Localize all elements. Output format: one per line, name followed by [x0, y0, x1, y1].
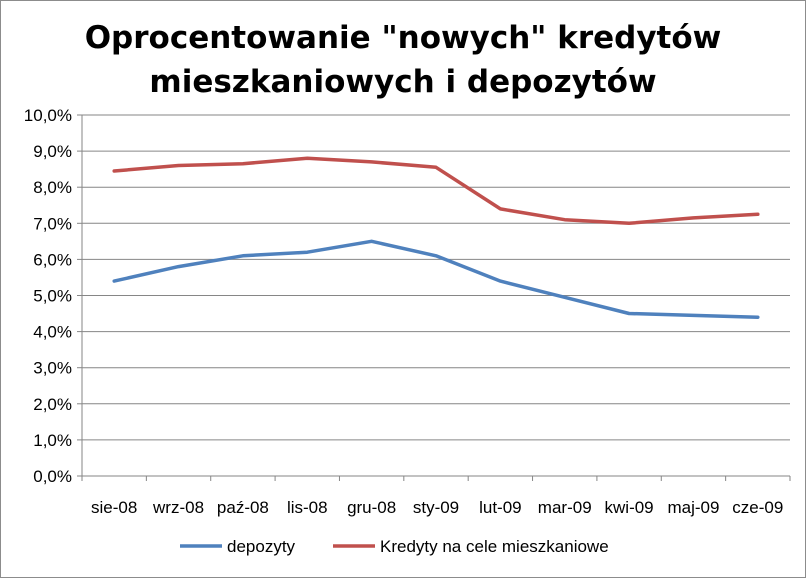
legend: depozyty Kredyty na cele mieszkaniowe	[180, 537, 609, 556]
y-tick-label: 1,0%	[33, 431, 72, 450]
x-tick-label: mar-09	[538, 498, 592, 517]
y-tick-label: 10,0%	[24, 106, 72, 125]
x-tick-label: maj-09	[667, 498, 719, 517]
series-line-1	[112, 239, 760, 319]
y-tick-label: 6,0%	[33, 250, 72, 269]
x-axis-tick-labels: sie-08 wrz-08 paź-08 lis-08 gru-08 sty-09 lut-…	[91, 498, 783, 517]
chart-title-line-2: mieszkaniowych i depozytów	[149, 64, 657, 100]
y-tick-label: 4,0%	[33, 323, 72, 342]
x-tick-label: sie-08	[91, 498, 137, 517]
legend-label: depozyty	[227, 537, 296, 556]
x-tick-label: cze-09	[732, 498, 783, 517]
x-tick-label: gru-08	[347, 498, 396, 517]
x-tick-label: paź-08	[217, 498, 269, 517]
y-axis-tick-labels: 0,0% 1,0% 2,0% 3,0% 4,0% 5,0% 6,0% 7,0% 8,0% 9,0%…	[24, 106, 72, 486]
y-tick-label: 3,0%	[33, 359, 72, 378]
y-tick-label: 8,0%	[33, 178, 72, 197]
axes	[77, 114, 791, 481]
x-tick-label: wrz-08	[152, 498, 204, 517]
y-tick-label: 7,0%	[33, 214, 72, 233]
y-tick-label: 5,0%	[33, 287, 72, 306]
gridlines	[82, 114, 790, 441]
x-tick-label: kwi-09	[605, 498, 654, 517]
series-line-2	[112, 156, 760, 226]
series-lines	[112, 156, 760, 319]
chart-title-line-1: Oprocentowanie "nowych" kredytów	[84, 20, 722, 56]
x-tick-label: lis-08	[287, 498, 328, 517]
x-tick-label: lut-09	[479, 498, 522, 517]
y-tick-label: 9,0%	[33, 142, 72, 161]
y-tick-label: 0,0%	[33, 467, 72, 486]
y-tick-label: 2,0%	[33, 395, 72, 414]
legend-label: Kredyty na cele mieszkaniowe	[380, 537, 609, 556]
chart-title: Oprocentowanie "nowych" kredytów mieszka…	[0, 16, 806, 104]
x-tick-label: sty-09	[413, 498, 459, 517]
